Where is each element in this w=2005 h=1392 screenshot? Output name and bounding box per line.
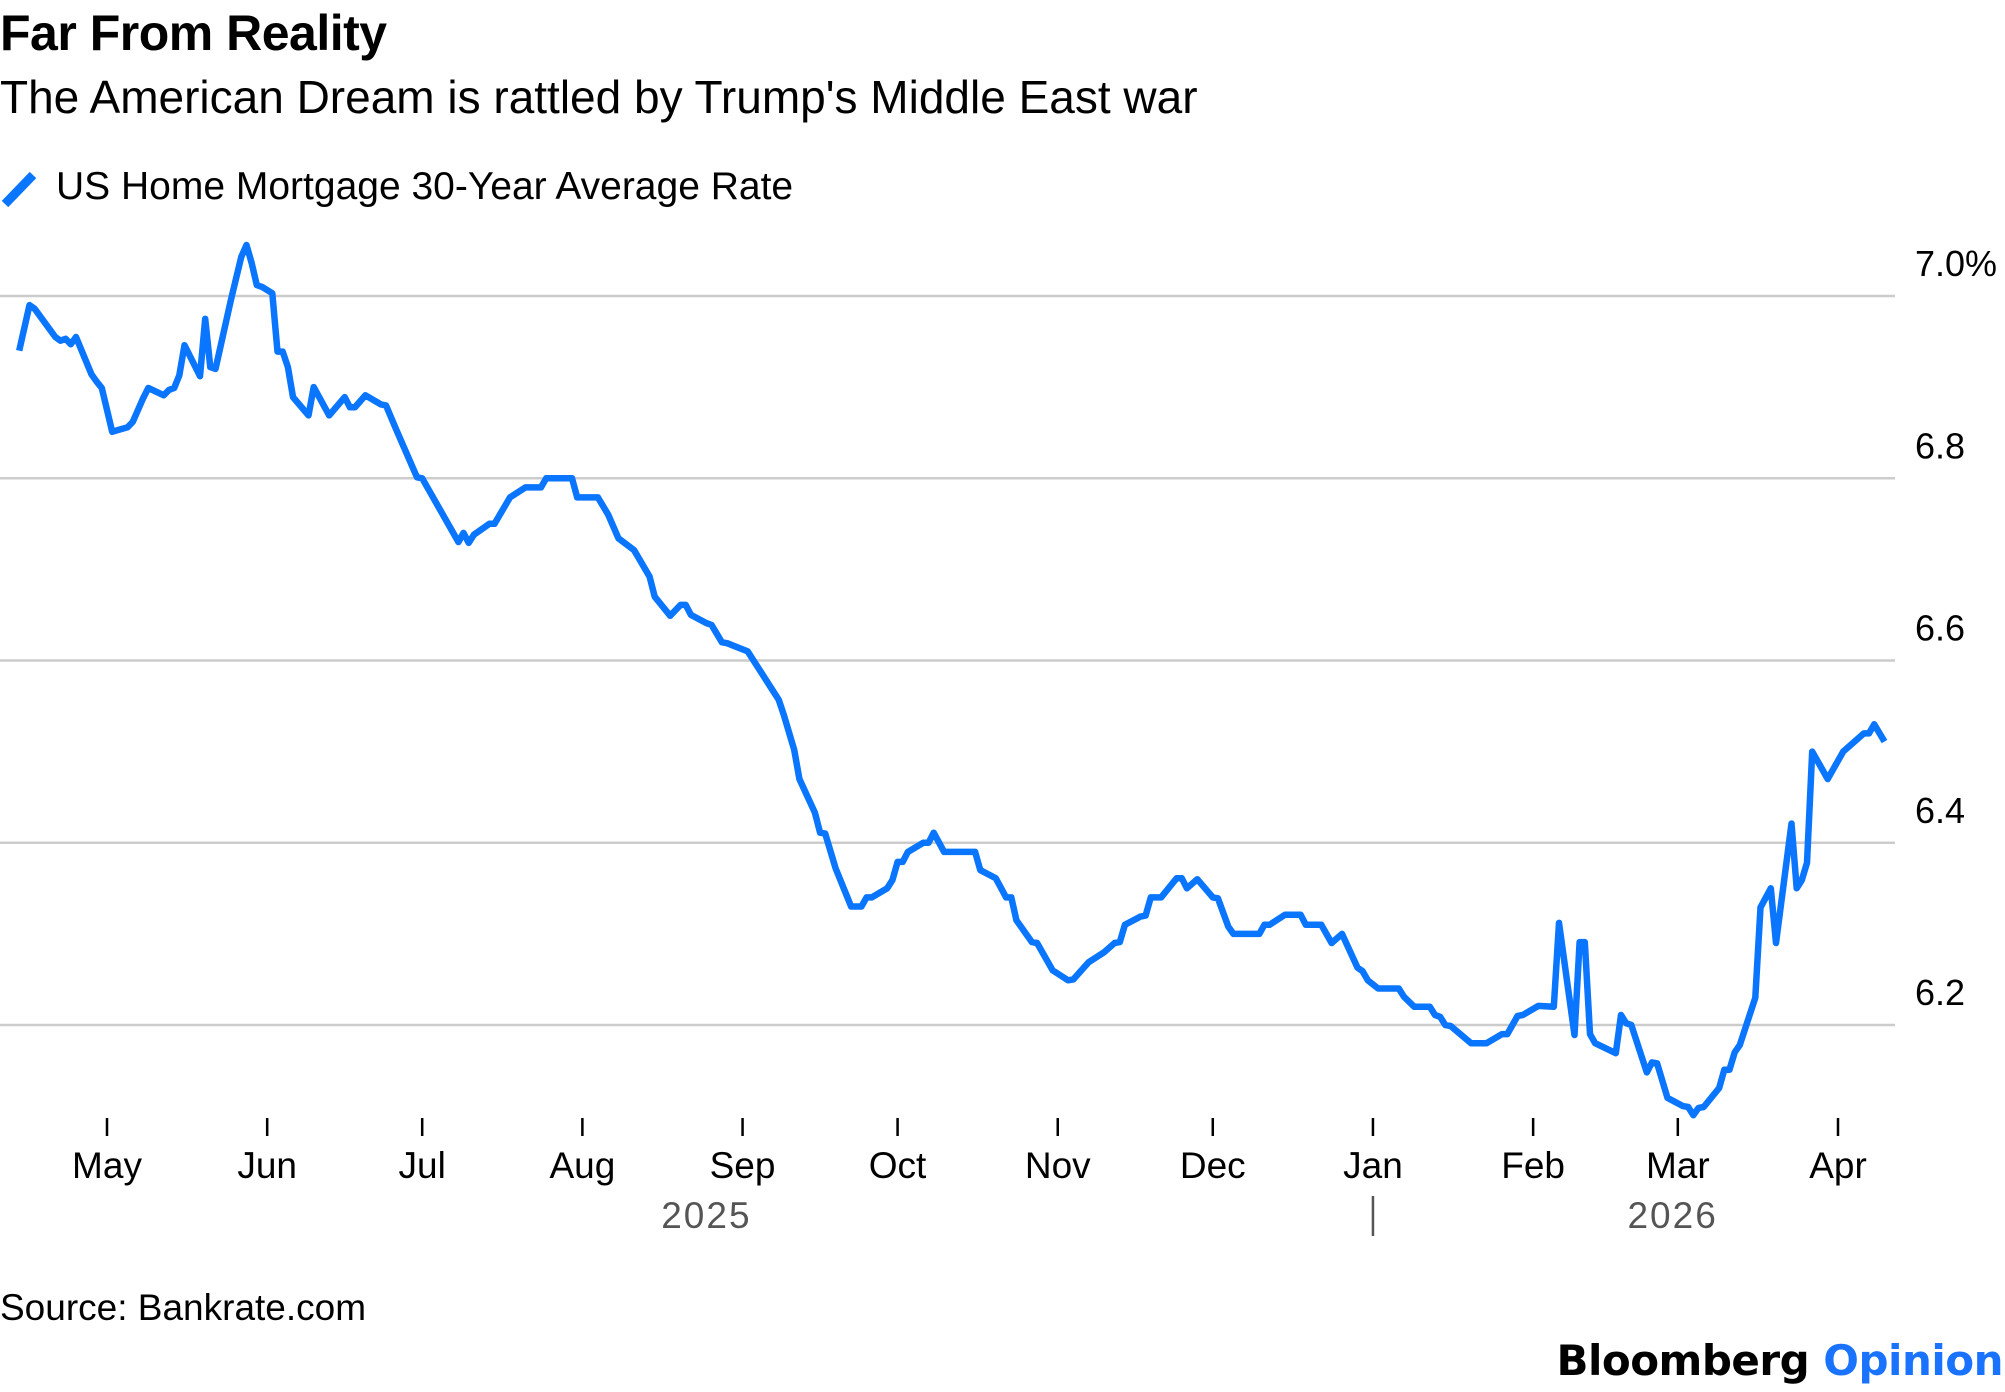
brand-section: Opinion (1823, 1336, 2003, 1385)
y-tick-label: 7.0% (1915, 243, 1997, 284)
source-note: Source: Bankrate.com (0, 1287, 367, 1328)
x-tick-label: Jan (1343, 1145, 1403, 1186)
brand-logo: Bloomberg Opinion (1556, 1336, 2003, 1385)
x-tick-label: Apr (1809, 1145, 1867, 1186)
x-tick-label: Sep (710, 1145, 776, 1186)
x-axis: May Jun Jul Aug Sep Oct Nov Dec Jan Feb Mar Apr 2025… (72, 1118, 1867, 1236)
year-label: 2026 (1627, 1195, 1717, 1236)
x-tick-label: Aug (549, 1145, 615, 1186)
x-tick-label: Mar (1646, 1145, 1710, 1186)
x-tick-label: May (72, 1145, 142, 1186)
x-tick-label: Jun (237, 1145, 297, 1186)
chart-subtitle: The American Dream is rattled by Trump's… (0, 71, 1198, 123)
gridlines (0, 294, 1895, 1027)
y-tick-label: 6.4 (1915, 790, 1965, 831)
legend-line-icon (0, 162, 42, 212)
series-line-0 (16, 241, 1888, 1119)
series-layer (16, 241, 1888, 1119)
brand-name: Bloomberg (1556, 1336, 1810, 1385)
x-tick-label: Jul (399, 1145, 446, 1186)
legend: US Home Mortgage 30-Year Average Rate (0, 162, 793, 212)
x-tick-label: Dec (1180, 1145, 1246, 1186)
y-tick-label: 6.8 (1915, 425, 1965, 466)
x-tick-label: Feb (1501, 1145, 1565, 1186)
x-tick-label: Oct (869, 1145, 927, 1186)
chart-title: Far From Reality (0, 5, 387, 61)
y-axis-labels: 7.0% 6.8 6.6 6.4 6.2 (1915, 243, 1997, 1013)
legend-label: US Home Mortgage 30-Year Average Rate (56, 165, 794, 208)
x-tick-label: Nov (1025, 1145, 1091, 1186)
y-tick-label: 6.6 (1915, 608, 1965, 649)
year-label: 2025 (661, 1195, 751, 1236)
y-tick-label: 6.2 (1915, 972, 1965, 1013)
